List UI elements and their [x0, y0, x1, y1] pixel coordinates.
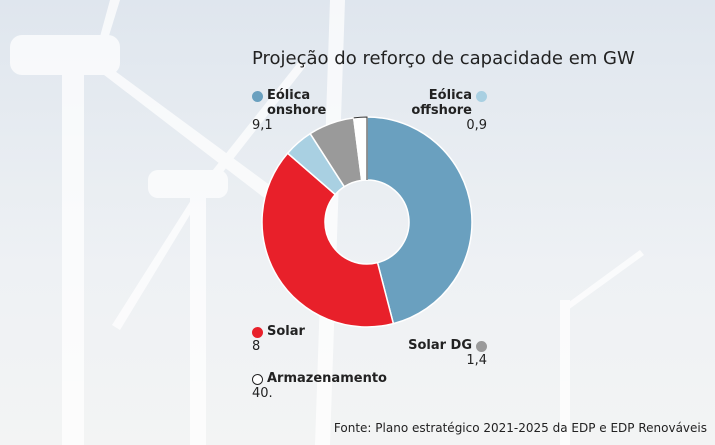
source-note: Fonte: Plano estratégico 2021-2025 da ED…: [333, 421, 707, 435]
legend-entry: Eólica onshore 9,1: [252, 88, 337, 133]
legend-row: Eólica offshore: [402, 88, 487, 118]
legend-entry: Armazenamento 40.: [252, 371, 387, 401]
legend-entry: Eólica offshore 0,9: [402, 88, 487, 133]
data-label: 1,4: [466, 353, 487, 368]
legend-row: Eólica onshore: [252, 88, 337, 118]
legend-row: Armazenamento: [252, 371, 387, 386]
legend-swatch: [252, 327, 263, 338]
donut-slice: [366, 116, 473, 325]
data-label: 8: [252, 339, 261, 354]
chart-title: Projeção do reforço de capacidade em GW: [252, 48, 635, 69]
donut-slice: [261, 152, 395, 328]
legend-label: Solar DG: [408, 338, 472, 353]
legend-swatch: [252, 91, 263, 102]
legend-label: Eólica offshore: [411, 88, 472, 118]
legend-entry: Solar 8: [252, 324, 337, 354]
legend-label: Armazenamento: [267, 371, 387, 386]
legend-row: Solar DG: [402, 338, 487, 353]
data-label: 40.: [252, 386, 273, 401]
legend-swatch: [476, 91, 487, 102]
data-label: 9,1: [252, 118, 273, 133]
legend-row: Solar: [252, 324, 337, 339]
legend-swatch: [476, 341, 487, 352]
legend-entry: Solar DG 1,4: [402, 338, 487, 368]
legend-swatch: [252, 374, 263, 385]
legend-label: Eólica onshore: [267, 88, 327, 118]
legend-label: Solar: [267, 324, 305, 339]
data-label: 0,9: [466, 118, 487, 133]
turbines-background: [10, 0, 644, 445]
donut-slice-outline: [353, 116, 368, 180]
